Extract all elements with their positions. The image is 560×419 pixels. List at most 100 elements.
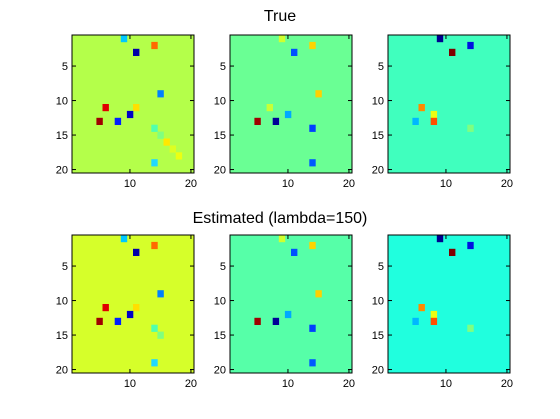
heatmap-cell	[96, 117, 103, 125]
heatmap-cell	[102, 104, 109, 112]
y-tick-label: 5	[220, 261, 226, 273]
heatmap-cell	[133, 104, 140, 112]
heatmap-cell	[467, 41, 474, 50]
heatmap-cell	[412, 317, 419, 325]
y-tick-label: 15	[372, 130, 384, 142]
heatmap-cell	[114, 117, 122, 125]
heatmap-cell	[315, 290, 322, 298]
heatmap-cell	[309, 159, 316, 167]
heatmap-cell	[126, 110, 134, 119]
heatmap-panel-0-2: 5 10 15 20 10 20	[372, 34, 513, 190]
heatmap-cell	[151, 159, 158, 167]
heatmap-cell	[449, 48, 456, 56]
heatmap-panel-1-1: 5 10 15 20 10 20	[214, 234, 355, 390]
y-tick-label: 10	[214, 96, 226, 108]
y-tick-label: 20	[56, 165, 68, 177]
heatmap-cell	[157, 331, 164, 339]
heatmap-cell	[169, 145, 176, 153]
heatmap-panel-0-1: 5 10 15 20 10 20	[214, 34, 355, 190]
heatmap-cell	[114, 317, 122, 325]
heatmap-cell	[151, 324, 158, 332]
heatmap-cell	[291, 248, 298, 256]
heatmap-panel-1-2: 5 10 15 20 10 20	[372, 234, 513, 390]
y-tick-label: 20	[214, 365, 226, 377]
heatmap-cell	[254, 117, 261, 125]
y-tick-label: 10	[372, 96, 384, 108]
x-tick-label: 10	[124, 378, 136, 390]
y-tick-label: 10	[372, 296, 384, 308]
heatmap-cell	[272, 117, 280, 125]
y-tick-label: 15	[214, 130, 226, 142]
heatmap-cell	[284, 310, 292, 319]
x-tick-label: 10	[282, 178, 294, 190]
heatmap-cell	[430, 110, 438, 119]
y-tick-label: 5	[378, 61, 384, 73]
heatmap-cell	[157, 131, 164, 139]
heatmap-cell	[430, 117, 438, 125]
heatmap-cell	[467, 241, 474, 250]
heatmap-cell	[467, 324, 474, 332]
heatmap-cell	[309, 124, 316, 132]
y-tick-label: 5	[62, 61, 68, 73]
heatmap-cell	[467, 124, 474, 132]
heatmap-cell	[272, 317, 280, 325]
heatmap-cell	[151, 359, 158, 367]
heatmap-cell	[133, 304, 140, 312]
heatmap-cell	[449, 248, 456, 256]
heatmap-cell	[151, 41, 158, 50]
chart-title-estimated: Estimated (lambda=150)	[192, 210, 368, 227]
heatmap-background	[230, 35, 352, 173]
y-tick-label: 15	[56, 330, 68, 342]
y-tick-label: 5	[62, 261, 68, 273]
heatmap-cell	[126, 310, 134, 319]
axes-frame	[387, 34, 511, 174]
heatmap-cell	[315, 90, 322, 98]
axes-frame	[229, 34, 353, 174]
heatmap-cell	[157, 90, 164, 98]
heatmap-cell	[133, 248, 140, 256]
y-tick-label: 20	[372, 165, 384, 177]
y-tick-label: 10	[56, 96, 68, 108]
heatmap-cell	[254, 317, 261, 325]
x-tick-label: 20	[185, 378, 197, 390]
axes-frame	[71, 34, 195, 174]
heatmap-cell	[151, 124, 158, 132]
heatmap-cell	[278, 235, 286, 243]
x-tick-label: 10	[124, 178, 136, 190]
heatmap-cell	[175, 152, 183, 160]
axes-frame	[387, 234, 511, 374]
heatmap-cell	[418, 304, 425, 312]
x-tick-label: 20	[501, 378, 513, 390]
x-tick-label: 20	[343, 378, 355, 390]
axes-frame	[71, 234, 195, 374]
y-tick-label: 5	[220, 61, 226, 73]
axes-frame	[229, 234, 353, 374]
heatmap-background	[388, 35, 510, 173]
x-tick-label: 10	[440, 378, 452, 390]
y-tick-label: 15	[214, 330, 226, 342]
x-tick-label: 10	[282, 378, 294, 390]
heatmap-cell	[436, 235, 444, 243]
y-tick-label: 20	[372, 365, 384, 377]
y-tick-label: 20	[214, 165, 226, 177]
y-tick-label: 10	[214, 296, 226, 308]
y-tick-label: 10	[56, 296, 68, 308]
x-tick-label: 20	[343, 178, 355, 190]
heatmap-cell	[278, 35, 286, 43]
y-tick-label: 15	[56, 130, 68, 142]
chart-title-true: True	[263, 8, 297, 25]
heatmap-cell	[430, 310, 438, 319]
y-tick-label: 5	[378, 261, 384, 273]
heatmap-cell	[430, 317, 438, 325]
heatmap-cell	[133, 48, 140, 56]
heatmap-background	[388, 235, 510, 373]
heatmap-cell	[163, 138, 170, 146]
heatmap-cell	[412, 117, 419, 125]
heatmap-cell	[157, 290, 164, 298]
heatmap-panel-1-0: 5 10 15 20 10 20	[56, 234, 197, 390]
heatmap-cell	[309, 324, 316, 332]
x-tick-label: 10	[440, 178, 452, 190]
heatmap-cell	[291, 48, 298, 56]
heatmap-background	[230, 235, 352, 373]
heatmap-cell	[309, 41, 316, 50]
